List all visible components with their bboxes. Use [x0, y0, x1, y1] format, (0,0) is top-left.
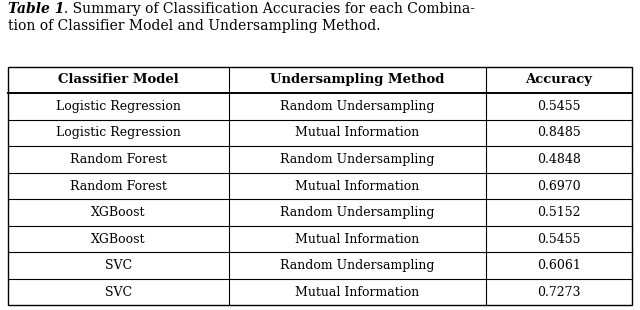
Text: Undersampling Method: Undersampling Method [270, 73, 445, 86]
Text: tion of Classifier Model and Undersampling Method.: tion of Classifier Model and Undersampli… [8, 19, 380, 33]
Text: XGBoost: XGBoost [92, 206, 146, 219]
Text: 0.5152: 0.5152 [537, 206, 580, 219]
Text: 0.5455: 0.5455 [537, 232, 580, 246]
Text: Logistic Regression: Logistic Regression [56, 100, 181, 113]
Text: Random Undersampling: Random Undersampling [280, 259, 435, 272]
Text: Random Undersampling: Random Undersampling [280, 206, 435, 219]
Bar [8, 67, 632, 305]
Text: Mutual Information: Mutual Information [295, 126, 420, 140]
Text: Classifier Model: Classifier Model [58, 73, 179, 86]
Text: Random Undersampling: Random Undersampling [280, 100, 435, 113]
Text: SVC: SVC [105, 259, 132, 272]
Text: Mutual Information: Mutual Information [295, 286, 420, 299]
Text: Random Undersampling: Random Undersampling [280, 153, 435, 166]
Text: SVC: SVC [105, 286, 132, 299]
Text: Random Forest: Random Forest [70, 179, 167, 193]
Text: 0.6970: 0.6970 [537, 179, 580, 193]
Text: 0.5455: 0.5455 [537, 100, 580, 113]
Text: Accuracy: Accuracy [525, 73, 593, 86]
Text: . Summary of Classification Accuracies for each Combina-: . Summary of Classification Accuracies f… [64, 2, 475, 16]
Text: Mutual Information: Mutual Information [295, 232, 420, 246]
Text: XGBoost: XGBoost [92, 232, 146, 246]
Text: Random Forest: Random Forest [70, 153, 167, 166]
Text: Table 1: Table 1 [8, 2, 64, 16]
Text: Logistic Regression: Logistic Regression [56, 126, 181, 140]
Text: 0.6061: 0.6061 [537, 259, 581, 272]
Text: 0.4848: 0.4848 [537, 153, 581, 166]
Text: 0.8485: 0.8485 [537, 126, 580, 140]
Text: 0.7273: 0.7273 [537, 286, 580, 299]
Text: Mutual Information: Mutual Information [295, 179, 420, 193]
